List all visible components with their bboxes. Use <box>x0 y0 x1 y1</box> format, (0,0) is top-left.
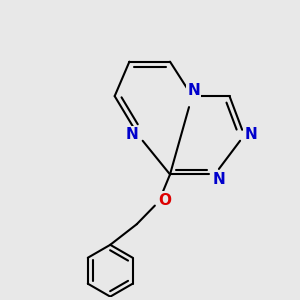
Text: O: O <box>158 193 171 208</box>
Text: N: N <box>213 172 226 187</box>
Text: N: N <box>187 83 200 98</box>
Text: N: N <box>125 127 138 142</box>
Text: N: N <box>244 127 257 142</box>
